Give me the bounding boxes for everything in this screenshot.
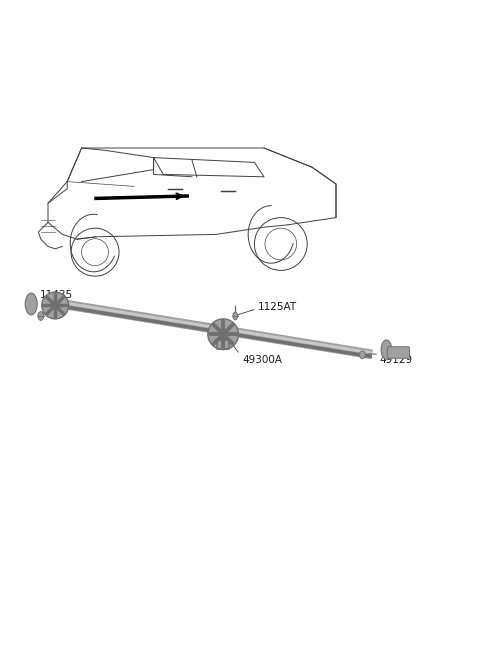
Ellipse shape bbox=[233, 312, 238, 320]
Circle shape bbox=[208, 319, 239, 350]
Circle shape bbox=[42, 292, 69, 319]
Text: 49300A: 49300A bbox=[242, 356, 282, 365]
FancyBboxPatch shape bbox=[387, 347, 409, 358]
Ellipse shape bbox=[25, 293, 37, 315]
Ellipse shape bbox=[38, 312, 44, 320]
Ellipse shape bbox=[360, 351, 365, 359]
Ellipse shape bbox=[381, 340, 392, 359]
Text: 1125AT: 1125AT bbox=[258, 302, 298, 312]
Text: 11435: 11435 bbox=[39, 290, 72, 300]
Text: 49129: 49129 bbox=[379, 356, 412, 365]
